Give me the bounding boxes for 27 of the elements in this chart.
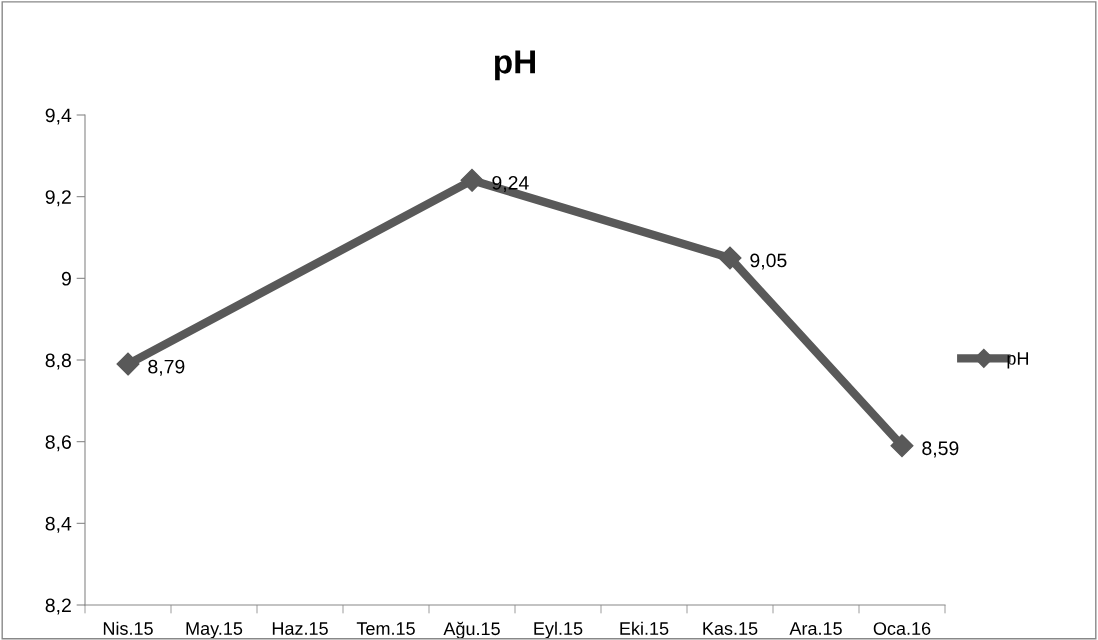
y-tick-label: 9,4 [45, 108, 72, 125]
point [460, 168, 484, 192]
x-tick-label: Haz.15 [272, 622, 328, 635]
x-tick-label: Eki.15 [620, 621, 669, 635]
data-label: 9,24 [492, 175, 529, 193]
x-tick-label: Ara.15 [789, 622, 842, 635]
y-tick-label: 8,8 [45, 353, 71, 370]
point [718, 246, 742, 270]
data-label: 9,05 [750, 253, 787, 270]
y-tick-label: 8,2 [45, 598, 71, 615]
data-label: 8,59 [922, 441, 959, 458]
x-tick-label: Nis.15 [103, 621, 153, 635]
legend-label: pH [1007, 352, 1028, 369]
x-tick-label: Tem.15 [356, 622, 415, 635]
x-tick-label: Oca.16 [873, 622, 931, 635]
y-tick-label: 9 [61, 271, 71, 286]
data-label: 8,79 [148, 359, 185, 376]
point [116, 352, 140, 376]
x-tick-label: Ağu.15 [443, 621, 500, 639]
point [890, 434, 914, 458]
x-tick-label: Eyl.15 [534, 621, 583, 639]
y-tick-label: 8,6 [45, 435, 71, 452]
chart-title: pH [494, 50, 535, 81]
y-tick-label: 8,4 [45, 516, 72, 533]
x-tick-label: Kas.15 [703, 622, 758, 635]
y-tick-label: 9,2 [45, 190, 71, 207]
x-tick-label: May.15 [186, 622, 243, 639]
